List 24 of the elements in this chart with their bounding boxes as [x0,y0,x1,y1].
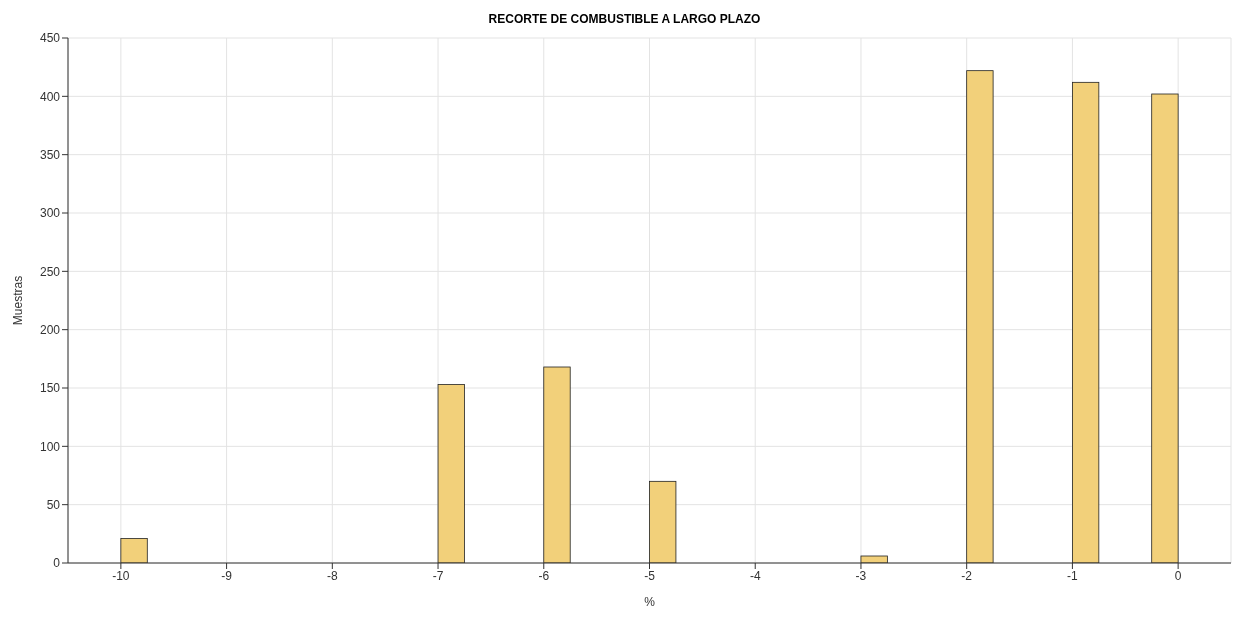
y-tick-label: 50 [46,497,61,512]
x-tick-label: -2 [961,568,973,583]
y-tick-label: 450 [39,31,61,46]
x-tick-label: 0 [1174,568,1182,583]
y-axis-title: Muestras [11,275,26,326]
x-tick-label: -10 [112,568,130,583]
x-tick-label: -1 [1067,568,1079,583]
x-tick-label: -7 [432,568,444,583]
y-tick-label: 150 [39,381,61,396]
y-tick-label: 300 [39,206,61,221]
y-tick-label: 200 [39,322,61,337]
x-tick-label: -9 [221,568,233,583]
y-tick-label: 400 [39,89,61,104]
y-tick-label: 250 [39,264,61,279]
x-tick-label: -3 [855,568,867,583]
x-tick-label: -6 [538,568,550,583]
x-tick-label: -5 [644,568,656,583]
x-axis-title: % [644,595,656,609]
x-tick-label: -8 [326,568,338,583]
y-tick-label: 100 [39,439,61,454]
chart-title: RECORTE DE COMBUSTIBLE A LARGO PLAZO [487,12,762,26]
y-tick-label: 350 [39,147,61,162]
y-tick-label: 0 [53,556,61,571]
x-tick-label: -4 [749,568,761,583]
